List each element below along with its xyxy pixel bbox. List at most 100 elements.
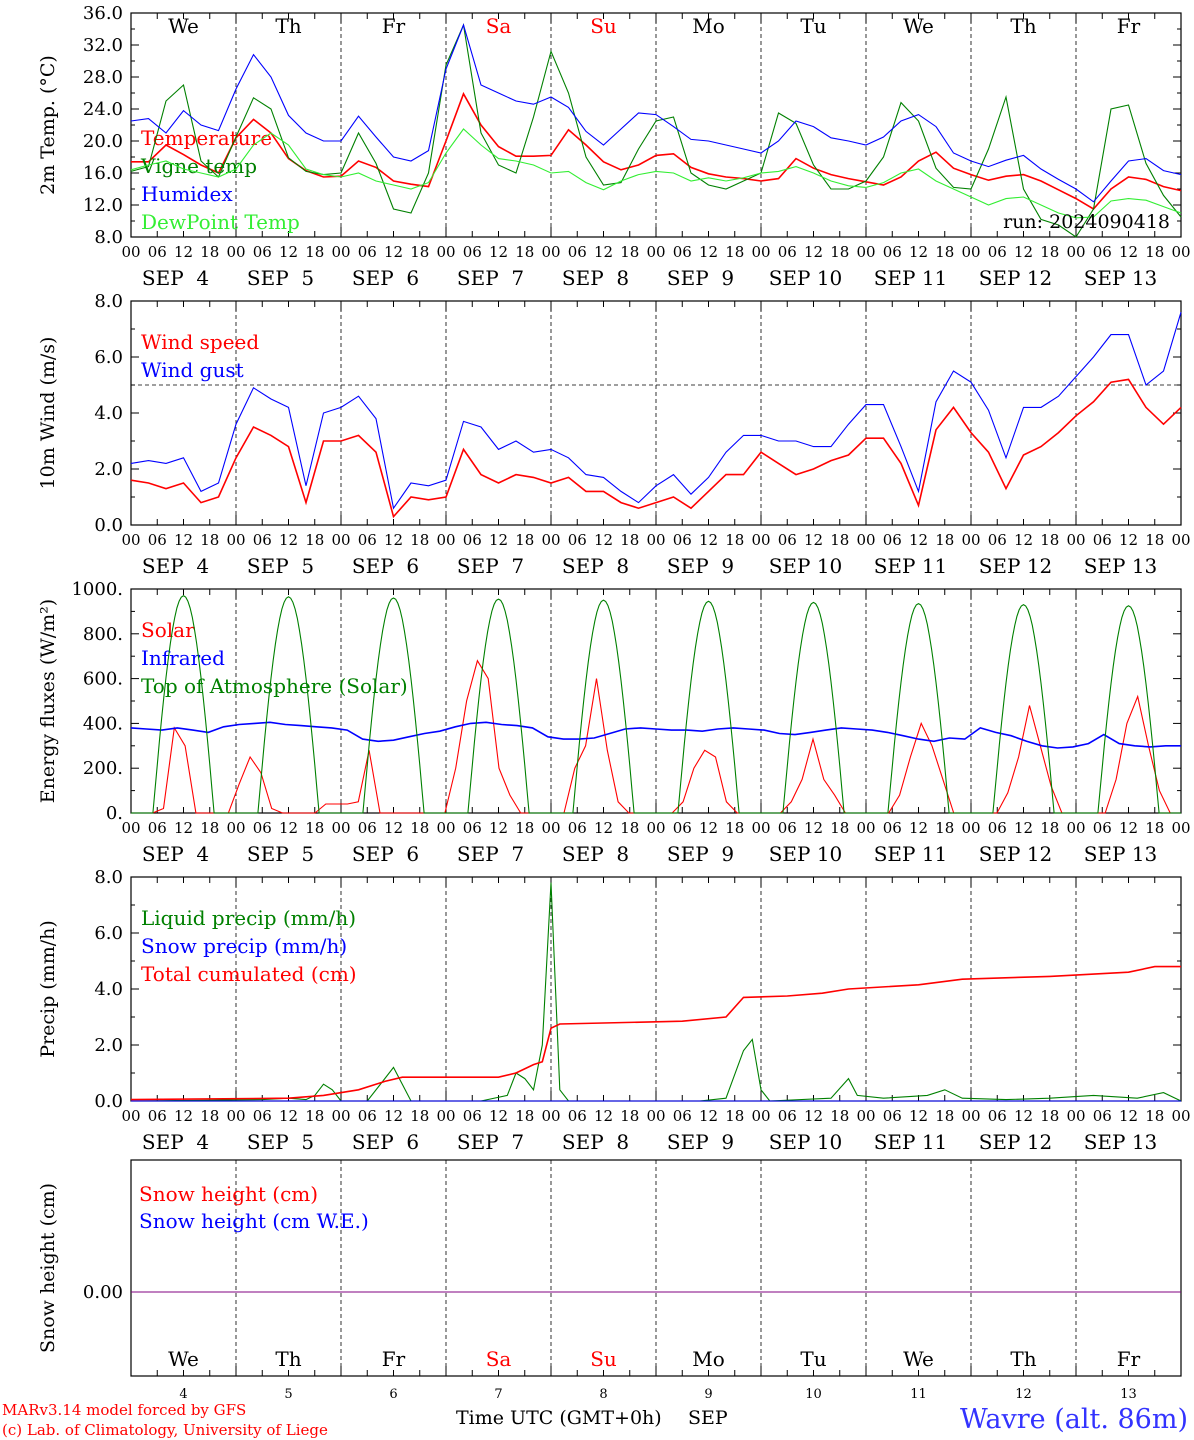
date-label: SEP 12 bbox=[979, 1130, 1053, 1154]
temperature-ytick-label: 8.0 bbox=[94, 227, 123, 248]
temperature-series-2 bbox=[130, 23, 1182, 203]
temperature-legend-2: Humidex bbox=[141, 182, 233, 206]
temperature-ytick-label: 24.0 bbox=[83, 99, 123, 120]
precip-panel: 0.0 2.0 4.0 6.0 8.0 Precip (mm/h) 00 06 12 18 00 06… bbox=[37, 867, 1191, 1154]
hour-tick-label: 12 bbox=[384, 819, 403, 837]
energy-ytick-label: 200. bbox=[83, 758, 123, 779]
hour-tick-label: 12 bbox=[909, 531, 928, 549]
hour-tick-label: 06 bbox=[883, 819, 902, 837]
precip-legend-2: Total cumulated (cm) bbox=[141, 962, 357, 986]
precip-legend-0: Liquid precip (mm/h) bbox=[141, 906, 356, 930]
hour-tick-label: 00 bbox=[331, 531, 350, 549]
hour-tick-label: 12 bbox=[1119, 819, 1138, 837]
hour-tick-label: 12 bbox=[699, 531, 718, 549]
month-label: SEP bbox=[688, 1407, 728, 1429]
snow-legend-1: Snow height (cm W.E.) bbox=[139, 1209, 369, 1233]
hour-tick-label: 06 bbox=[1093, 819, 1112, 837]
hour-tick-label: 12 bbox=[804, 531, 823, 549]
hour-tick-label: 06 bbox=[1093, 1107, 1112, 1125]
wind-ytick-label: 8.0 bbox=[94, 291, 123, 312]
temperature-series-0 bbox=[131, 91, 1182, 211]
hour-tick-label: 06 bbox=[673, 1107, 692, 1125]
hour-tick-label: 06 bbox=[253, 1107, 272, 1125]
hour-tick-label: 18 bbox=[620, 819, 639, 837]
temperature-ytick-label: 36.0 bbox=[83, 3, 123, 24]
snow-legend-0: Snow height (cm) bbox=[139, 1182, 318, 1206]
hour-tick-label: 12 bbox=[279, 1107, 298, 1125]
hour-tick-label: 18 bbox=[725, 531, 744, 549]
hour-tick-label: 00 bbox=[1171, 819, 1190, 837]
hour-tick-label: 18 bbox=[935, 1107, 954, 1125]
hour-tick-label: 12 bbox=[1014, 243, 1033, 261]
date-label: SEP 11 bbox=[874, 1130, 948, 1154]
date-label: SEP 7 bbox=[457, 266, 524, 290]
hour-tick-label: 18 bbox=[200, 819, 219, 837]
weekday-label: Th bbox=[275, 1347, 301, 1371]
hour-tick-label: 00 bbox=[751, 243, 770, 261]
hour-tick-label: 00 bbox=[1066, 819, 1085, 837]
hour-tick-label: 06 bbox=[988, 243, 1007, 261]
hour-tick-label: 06 bbox=[568, 531, 587, 549]
hour-tick-label: 06 bbox=[358, 1107, 377, 1125]
date-label: SEP 10 bbox=[769, 1130, 843, 1154]
date-label: SEP 10 bbox=[769, 842, 843, 866]
date-label: SEP 5 bbox=[247, 554, 314, 578]
date-label: SEP 4 bbox=[142, 842, 209, 866]
hour-tick-label: 06 bbox=[1093, 531, 1112, 549]
model-credit: MARv3.14 model forced by GFS bbox=[2, 1401, 246, 1419]
hour-tick-label: 00 bbox=[331, 1107, 350, 1125]
weekday-label: Th bbox=[1010, 14, 1036, 38]
location-title: Wavre (alt. 86m) bbox=[960, 1404, 1188, 1435]
hour-tick-label: 00 bbox=[226, 531, 245, 549]
hour-tick-label: 12 bbox=[594, 531, 613, 549]
date-label: SEP 6 bbox=[352, 554, 419, 578]
date-number-label: 8 bbox=[599, 1387, 607, 1402]
hour-tick-label: 12 bbox=[174, 243, 193, 261]
hour-tick-label: 18 bbox=[515, 243, 534, 261]
hour-tick-label: 18 bbox=[410, 1107, 429, 1125]
hour-tick-label: 18 bbox=[515, 531, 534, 549]
hour-tick-label: 00 bbox=[436, 531, 455, 549]
hour-tick-label: 00 bbox=[961, 243, 980, 261]
precip-series-2 bbox=[130, 965, 1181, 1101]
hour-tick-label: 18 bbox=[1145, 819, 1164, 837]
temperature-ytick-label: 20.0 bbox=[83, 131, 123, 152]
hour-tick-label: 06 bbox=[778, 243, 797, 261]
hour-tick-label: 18 bbox=[410, 819, 429, 837]
hour-tick-label: 06 bbox=[463, 819, 482, 837]
hour-tick-label: 12 bbox=[699, 819, 718, 837]
hour-tick-label: 00 bbox=[646, 531, 665, 549]
date-label: SEP 8 bbox=[562, 554, 629, 578]
wind-ylabel: 10m Wind (m/s) bbox=[37, 337, 59, 490]
run-label: run: 2024090418 bbox=[1003, 211, 1170, 233]
hour-tick-label: 06 bbox=[1093, 243, 1112, 261]
hour-tick-label: 12 bbox=[174, 1107, 193, 1125]
hour-tick-label: 12 bbox=[1119, 531, 1138, 549]
hour-tick-label: 06 bbox=[883, 243, 902, 261]
hour-tick-label: 18 bbox=[1040, 243, 1059, 261]
hour-tick-label: 06 bbox=[778, 531, 797, 549]
temperature-series-1 bbox=[130, 23, 1182, 238]
hour-tick-label: 06 bbox=[148, 531, 167, 549]
hour-tick-label: 06 bbox=[253, 531, 272, 549]
date-label: SEP 9 bbox=[667, 842, 734, 866]
hour-tick-label: 18 bbox=[305, 819, 324, 837]
precip-series-0 bbox=[130, 882, 1182, 1102]
hour-tick-label: 00 bbox=[436, 1107, 455, 1125]
hour-tick-label: 18 bbox=[935, 243, 954, 261]
wind-series-1 bbox=[130, 312, 1182, 510]
hour-tick-label: 00 bbox=[541, 1107, 560, 1125]
hour-tick-label: 18 bbox=[830, 1107, 849, 1125]
hour-tick-label: 00 bbox=[856, 243, 875, 261]
hour-tick-label: 12 bbox=[594, 1107, 613, 1125]
hour-tick-label: 18 bbox=[830, 531, 849, 549]
hour-tick-label: 00 bbox=[226, 819, 245, 837]
hour-tick-label: 18 bbox=[1145, 531, 1164, 549]
hour-tick-label: 18 bbox=[200, 243, 219, 261]
hour-tick-label: 12 bbox=[279, 243, 298, 261]
hour-tick-label: 06 bbox=[988, 531, 1007, 549]
date-label: SEP 13 bbox=[1084, 842, 1158, 866]
temperature-ytick-label: 12.0 bbox=[83, 195, 123, 216]
weekday-label: We bbox=[168, 14, 199, 38]
hour-tick-label: 00 bbox=[541, 819, 560, 837]
